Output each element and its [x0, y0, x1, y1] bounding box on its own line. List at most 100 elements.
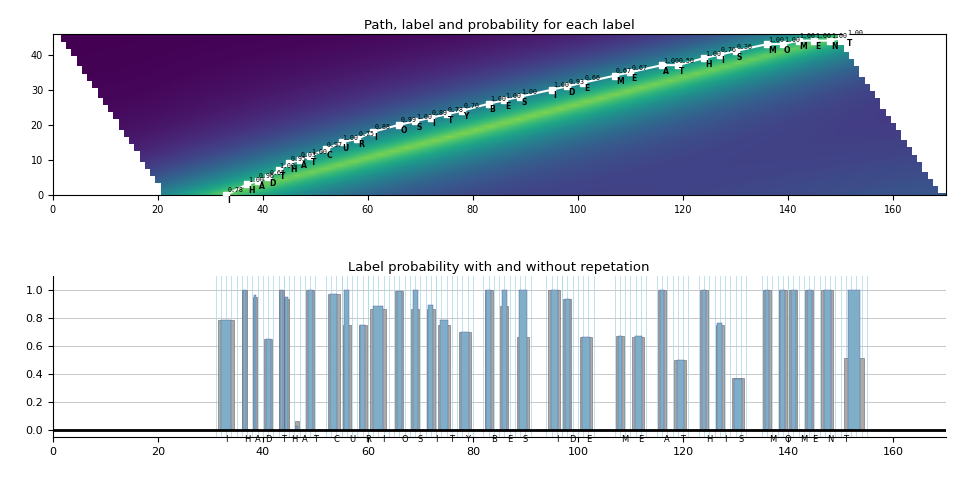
Text: E: E: [585, 84, 589, 93]
Bar: [660, 289, 664, 430]
Text: D: D: [269, 179, 276, 188]
Text: 0.78: 0.78: [228, 188, 243, 193]
Text: S: S: [738, 435, 743, 444]
Bar: [345, 289, 349, 430]
Text: 0.99: 0.99: [400, 117, 417, 123]
Text: H: H: [291, 435, 298, 444]
Bar: [548, 289, 561, 430]
Bar: [551, 289, 558, 430]
Bar: [285, 297, 288, 430]
Bar: [343, 324, 351, 430]
Text: 1.00: 1.00: [311, 149, 327, 155]
Text: E: E: [815, 42, 821, 51]
Text: S: S: [418, 435, 423, 444]
Bar: [716, 324, 724, 430]
Text: E: E: [632, 73, 636, 83]
Bar: [805, 289, 813, 430]
Text: T: T: [847, 38, 852, 48]
Text: T: T: [447, 116, 453, 125]
Text: 0.67: 0.67: [615, 68, 632, 74]
Bar: [397, 291, 402, 430]
Bar: [441, 320, 447, 430]
Text: H: H: [705, 60, 711, 69]
Text: 0.36: 0.36: [736, 44, 753, 50]
Text: C: C: [327, 151, 332, 160]
Bar: [295, 421, 300, 430]
Bar: [564, 300, 571, 430]
Bar: [296, 426, 299, 430]
Bar: [702, 289, 707, 430]
Bar: [360, 324, 365, 430]
Text: S: S: [417, 123, 421, 132]
Bar: [459, 332, 471, 430]
Text: I: I: [432, 119, 435, 128]
Text: M: M: [768, 46, 776, 55]
Bar: [221, 320, 231, 430]
Bar: [373, 306, 383, 430]
Text: T: T: [313, 435, 318, 444]
Bar: [284, 300, 289, 430]
Bar: [218, 320, 234, 430]
Bar: [565, 300, 570, 430]
Bar: [462, 332, 468, 430]
Bar: [734, 379, 742, 430]
Bar: [243, 289, 246, 430]
Text: I: I: [724, 435, 727, 444]
Bar: [789, 289, 798, 430]
Text: 0.67: 0.67: [632, 65, 648, 71]
Text: M: M: [801, 435, 807, 444]
Bar: [763, 289, 771, 430]
Text: D: D: [569, 435, 576, 444]
Bar: [677, 360, 684, 430]
Bar: [616, 336, 624, 430]
Text: 1.00: 1.00: [784, 36, 800, 43]
Text: 1.00: 1.00: [553, 82, 568, 88]
Bar: [732, 378, 744, 430]
Bar: [780, 289, 785, 430]
Text: T: T: [281, 435, 286, 444]
Text: M: M: [769, 435, 776, 444]
Text: R: R: [358, 140, 365, 149]
Bar: [822, 289, 833, 430]
Bar: [253, 295, 256, 430]
Text: 0.88: 0.88: [374, 124, 390, 131]
Text: Y: Y: [464, 112, 468, 121]
Text: T: T: [679, 67, 684, 75]
Bar: [438, 324, 450, 430]
Text: N: N: [827, 435, 833, 444]
Text: U: U: [349, 435, 355, 444]
Text: C: C: [333, 435, 339, 444]
Bar: [519, 289, 526, 430]
Text: 0.95: 0.95: [290, 156, 306, 162]
Text: T: T: [311, 158, 317, 167]
Text: A: A: [664, 435, 670, 444]
Text: 0.96: 0.96: [258, 173, 275, 180]
Text: 0.97: 0.97: [327, 142, 343, 148]
Text: 0.78: 0.78: [447, 107, 464, 113]
Text: E: E: [586, 435, 591, 444]
Text: 1.00: 1.00: [831, 33, 847, 39]
Bar: [396, 291, 403, 430]
Bar: [848, 289, 860, 430]
Text: 1.00: 1.00: [768, 36, 784, 43]
Bar: [633, 337, 644, 430]
Bar: [242, 289, 247, 430]
Bar: [502, 289, 507, 430]
Bar: [658, 289, 666, 430]
Bar: [371, 309, 387, 430]
Bar: [824, 289, 831, 430]
Bar: [500, 306, 509, 430]
Text: B: B: [491, 435, 497, 444]
Text: T: T: [843, 435, 849, 444]
Bar: [306, 289, 314, 430]
Title: Path, label and probability for each label: Path, label and probability for each lab…: [364, 19, 635, 33]
Text: H: H: [244, 435, 251, 444]
Bar: [359, 324, 367, 430]
Bar: [485, 289, 492, 430]
Text: 0.76: 0.76: [721, 47, 737, 53]
Text: E: E: [506, 102, 511, 110]
Text: I: I: [374, 133, 377, 142]
Text: N: N: [831, 42, 838, 51]
Text: E: E: [638, 435, 643, 444]
Bar: [264, 338, 272, 430]
